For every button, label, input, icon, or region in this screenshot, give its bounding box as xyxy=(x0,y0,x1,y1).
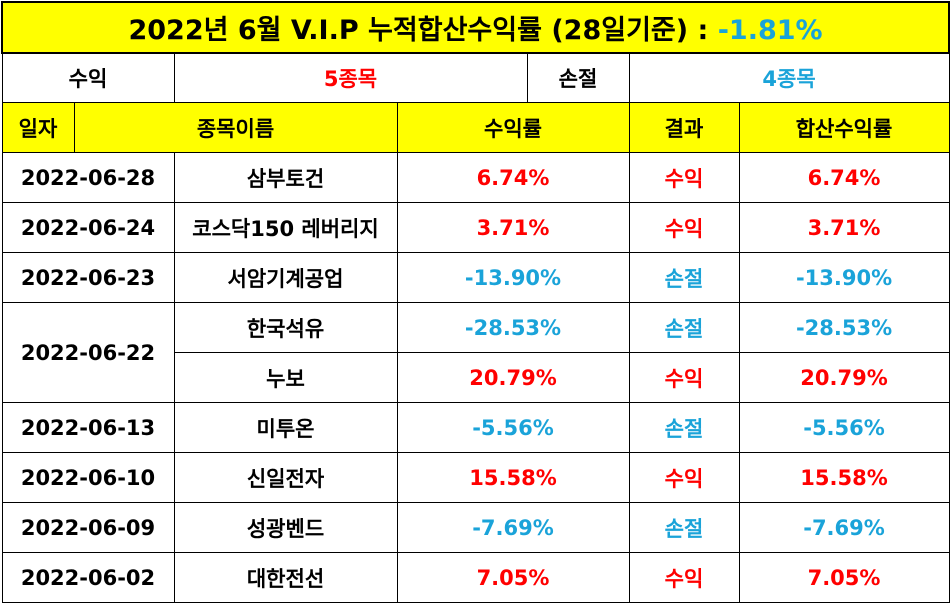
title-value: -1.81% xyxy=(717,15,823,46)
row-cumulative: 15.58% xyxy=(738,452,950,503)
header-date: 일자 xyxy=(1,102,75,153)
row-return: 3.71% xyxy=(396,202,630,253)
table-row: 2022-06-28 삼부토건 6.74% 수익 6.74% xyxy=(1,152,950,203)
row-cumulative: -7.69% xyxy=(738,502,950,553)
loss-label: 손절 xyxy=(526,52,630,103)
row-date: 2022-06-22 xyxy=(1,302,175,403)
header-cumulative: 합산수익률 xyxy=(738,102,950,153)
row-date: 2022-06-13 xyxy=(1,402,175,453)
row-name: 누보 xyxy=(173,352,398,403)
row-date: 2022-06-10 xyxy=(1,452,175,503)
row-result: 손절 xyxy=(628,302,740,353)
row-name: 코스닥150 레버리지 xyxy=(173,202,398,253)
table-row: 2022-06-09 성광벤드 -7.69% 손절 -7.69% xyxy=(1,502,950,553)
row-name: 신일전자 xyxy=(173,452,398,503)
row-result: 손절 xyxy=(628,502,740,553)
row-result: 손절 xyxy=(628,252,740,303)
row-return: 15.58% xyxy=(396,452,630,503)
title-row: 2022년 6월 V.I.P 누적합산수익률 (28일기준) : -1.81% xyxy=(0,1,950,54)
header-result: 결과 xyxy=(628,102,740,153)
row-name: 대한전선 xyxy=(173,552,398,603)
row-result: 수익 xyxy=(628,202,740,253)
row-date: 2022-06-24 xyxy=(1,202,175,253)
row-return: -13.90% xyxy=(396,252,630,303)
row-date: 2022-06-23 xyxy=(1,252,175,303)
profit-count: 5종목 xyxy=(173,52,528,103)
row-cumulative: 6.74% xyxy=(738,152,950,203)
row-name: 서암기계공업 xyxy=(173,252,398,303)
row-return: 7.05% xyxy=(396,552,630,603)
table-row: 2022-06-02 대한전선 7.05% 수익 7.05% xyxy=(1,552,950,603)
row-name: 삼부토건 xyxy=(173,152,398,203)
table-row: 2022-06-24 코스닥150 레버리지 3.71% 수익 3.71% xyxy=(1,202,950,253)
header-name: 종목이름 xyxy=(73,102,398,153)
row-cumulative: -13.90% xyxy=(738,252,950,303)
row-result: 수익 xyxy=(628,552,740,603)
summary-row: 수익 5종목 손절 4종목 xyxy=(1,52,950,103)
row-return: -7.69% xyxy=(396,502,630,553)
row-cumulative: 3.71% xyxy=(738,202,950,253)
row-date: 2022-06-28 xyxy=(1,152,175,203)
header-row: 일자 종목이름 수익률 결과 합산수익률 xyxy=(1,102,950,153)
title-prefix: 2022년 6월 V.I.P 누적합산수익률 (28일기준) : xyxy=(128,15,718,46)
row-name: 한국석유 xyxy=(173,302,398,353)
row-result: 손절 xyxy=(628,402,740,453)
row-cumulative: -5.56% xyxy=(738,402,950,453)
table-row: 2022-06-23 서암기계공업 -13.90% 손절 -13.90% xyxy=(1,252,950,303)
row-result: 수익 xyxy=(628,352,740,403)
row-name: 미투온 xyxy=(173,402,398,453)
row-date: 2022-06-02 xyxy=(1,552,175,603)
row-return: -5.56% xyxy=(396,402,630,453)
row-return: 6.74% xyxy=(396,152,630,203)
header-return: 수익률 xyxy=(396,102,630,153)
row-name: 성광벤드 xyxy=(173,502,398,553)
row-return: -28.53% xyxy=(396,302,630,353)
row-date: 2022-06-09 xyxy=(1,502,175,553)
row-result: 수익 xyxy=(628,152,740,203)
row-return: 20.79% xyxy=(396,352,630,403)
profit-label: 수익 xyxy=(1,52,175,103)
row-cumulative: -28.53% xyxy=(738,302,950,353)
page-title: 2022년 6월 V.I.P 누적합산수익률 (28일기준) : -1.81% xyxy=(0,1,950,54)
row-cumulative: 20.79% xyxy=(738,352,950,403)
loss-count: 4종목 xyxy=(628,52,950,103)
table-row: 2022-06-10 신일전자 15.58% 수익 15.58% xyxy=(1,452,950,503)
row-cumulative: 7.05% xyxy=(738,552,950,603)
row-result: 수익 xyxy=(628,452,740,503)
table-row: 2022-06-22 한국석유 -28.53% 손절 -28.53% xyxy=(1,302,950,403)
table-row: 2022-06-13 미투온 -5.56% 손절 -5.56% xyxy=(1,402,950,453)
